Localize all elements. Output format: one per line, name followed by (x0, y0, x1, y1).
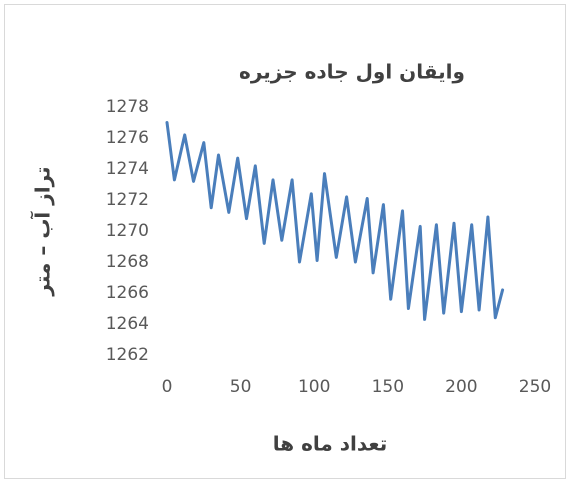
y-tick-label: 1268 (106, 252, 149, 272)
line-series (165, 121, 505, 321)
chart-title: وایقان اول جاده جزیره (239, 60, 465, 84)
x-axis-title: تعداد ماه ها (273, 432, 387, 456)
x-tick-label: 100 (298, 377, 330, 397)
y-tick-label: 1278 (106, 97, 149, 117)
y-tick-label: 1264 (106, 314, 149, 334)
x-tick-label: 150 (372, 377, 404, 397)
y-tick-label: 1276 (106, 128, 149, 148)
y-tick-label: 1272 (106, 190, 149, 210)
y-tick-label: 1274 (106, 159, 149, 179)
x-tick-label: 0 (162, 377, 173, 397)
y-axis-title: تراز آب – متر (30, 166, 55, 296)
x-tick-label: 200 (445, 377, 477, 397)
x-tick-label: 50 (230, 377, 252, 397)
y-tick-label: 1266 (106, 283, 149, 303)
y-tick-label: 1270 (106, 221, 149, 241)
x-tick-label: 250 (519, 377, 551, 397)
y-tick-label: 1262 (106, 345, 149, 365)
